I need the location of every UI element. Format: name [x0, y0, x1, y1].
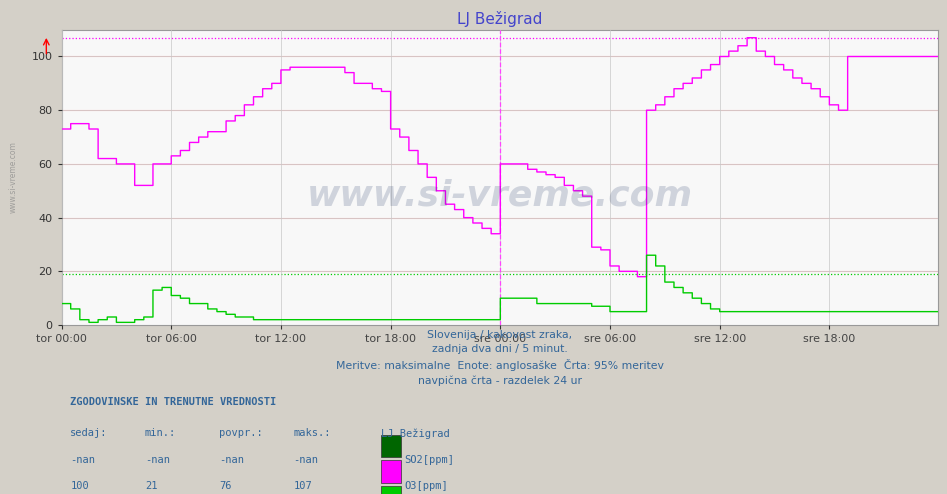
- Text: min.:: min.:: [145, 428, 176, 439]
- Text: LJ Bežigrad: LJ Bežigrad: [382, 428, 450, 439]
- Text: -nan: -nan: [70, 455, 96, 465]
- Text: 76: 76: [220, 481, 232, 491]
- Text: -nan: -nan: [220, 455, 244, 465]
- Text: maks.:: maks.:: [294, 428, 331, 439]
- Text: -nan: -nan: [294, 455, 319, 465]
- Text: O3[ppm]: O3[ppm]: [404, 481, 448, 491]
- Text: Slovenija / kakovost zraka,
zadnja dva dni / 5 minut.
Meritve: maksimalne  Enote: Slovenija / kakovost zraka, zadnja dva d…: [335, 330, 664, 386]
- Text: 100: 100: [70, 481, 89, 491]
- Text: 21: 21: [145, 481, 157, 491]
- Text: www.si-vreme.com: www.si-vreme.com: [307, 178, 692, 212]
- Bar: [382, 460, 401, 483]
- Text: www.si-vreme.com: www.si-vreme.com: [9, 141, 18, 213]
- Text: povpr.:: povpr.:: [220, 428, 263, 439]
- Bar: [382, 435, 401, 457]
- Bar: [382, 486, 401, 494]
- Text: -nan: -nan: [145, 455, 170, 465]
- Text: sedaj:: sedaj:: [70, 428, 108, 439]
- Text: 107: 107: [294, 481, 313, 491]
- Title: LJ Bežigrad: LJ Bežigrad: [456, 11, 543, 27]
- Text: ZGODOVINSKE IN TRENUTNE VREDNOSTI: ZGODOVINSKE IN TRENUTNE VREDNOSTI: [70, 397, 277, 407]
- Text: SO2[ppm]: SO2[ppm]: [404, 455, 454, 465]
